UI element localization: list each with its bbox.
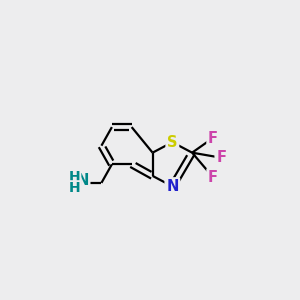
- Text: N: N: [166, 179, 178, 194]
- Text: N: N: [77, 173, 89, 188]
- Text: F: F: [208, 169, 218, 184]
- Text: F: F: [208, 131, 218, 146]
- Text: F: F: [216, 150, 226, 165]
- Text: H: H: [69, 170, 80, 184]
- Text: S: S: [167, 135, 178, 150]
- Text: H: H: [69, 181, 80, 195]
